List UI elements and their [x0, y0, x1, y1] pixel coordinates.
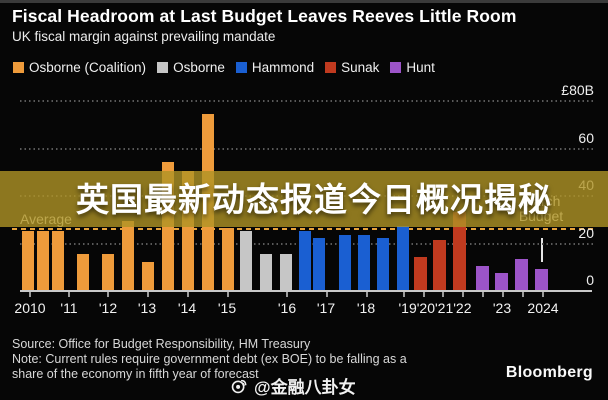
- bar: [339, 235, 351, 290]
- y-gridline: [20, 147, 596, 150]
- bar: [142, 261, 154, 290]
- x-axis-label: '16: [277, 300, 297, 316]
- chart-legend: Osborne (Coalition) Osborne Hammond Sunak Hu…: [13, 60, 435, 75]
- legend-item: Hunt: [390, 60, 435, 75]
- x-axis-label: '19'20'21'22: [398, 300, 472, 316]
- bloomberg-logo: Bloomberg: [505, 364, 593, 381]
- bar: [240, 230, 252, 290]
- bar: [453, 211, 466, 290]
- annotation-pointer-line: [541, 238, 543, 262]
- x-axis-tick: [366, 292, 368, 297]
- legend-label: Sunak: [341, 60, 380, 75]
- x-axis-tick: [68, 292, 70, 297]
- y-axis-label: 0: [586, 272, 594, 288]
- bar: [37, 230, 49, 290]
- x-axis-tick: [403, 292, 405, 297]
- watermark-banner: [0, 171, 608, 227]
- x-axis-tick: [542, 292, 544, 297]
- watermark-handle: @金融八卦女: [254, 378, 356, 397]
- watermark-badge: @金融八卦女: [230, 373, 356, 398]
- note-text-line1: Note: Current rules require government d…: [12, 352, 407, 366]
- x-axis-tick: [29, 292, 31, 297]
- y-axis-label: 60: [578, 129, 594, 146]
- bar: [433, 240, 446, 290]
- bar: [476, 266, 489, 290]
- x-axis-tick: [482, 292, 484, 297]
- x-axis-tick: [423, 292, 425, 297]
- bar: [299, 230, 311, 290]
- x-axis-label: '12: [98, 300, 118, 316]
- bar: [52, 230, 64, 290]
- watermark-overlay-text: 英国最新动态报道今日概况揭秘: [76, 181, 552, 218]
- bar: [495, 273, 508, 290]
- legend-label: Osborne (Coalition): [29, 60, 147, 75]
- bar: [22, 230, 34, 290]
- x-axis-label: '23: [492, 300, 512, 316]
- bar: [77, 254, 89, 290]
- x-axis-label: 2010: [14, 300, 46, 316]
- x-axis-tick: [442, 292, 444, 297]
- legend-label: Osborne: [173, 60, 225, 75]
- x-axis-label: 2024: [527, 300, 559, 316]
- legend-swatch-icon: [157, 62, 169, 73]
- source-text: Source: Office for Budget Responsibility…: [12, 337, 311, 351]
- x-axis-tick: [107, 292, 109, 297]
- chart-title: Fiscal Headroom at Last Budget Leaves Re…: [12, 6, 517, 26]
- bar: [313, 237, 325, 290]
- note-text-line2: share of the economy in fifth year of fo…: [12, 367, 259, 381]
- legend-swatch-icon: [390, 62, 402, 73]
- bar: [280, 254, 292, 290]
- legend-item: Osborne (Coalition): [13, 60, 146, 75]
- x-axis-label: '15: [217, 300, 237, 316]
- legend-label: Hunt: [406, 60, 435, 75]
- x-axis-label: '13: [137, 300, 157, 316]
- bar: [515, 259, 528, 290]
- legend-swatch-icon: [325, 62, 337, 73]
- bar: [377, 237, 389, 290]
- x-axis-label: '14: [177, 300, 197, 316]
- window-top-strip: [0, 0, 608, 3]
- bar: [397, 225, 409, 290]
- x-axis-tick: [522, 292, 524, 297]
- y-axis-label: 20: [578, 224, 594, 241]
- legend-item: Sunak: [325, 60, 379, 75]
- bar: [122, 221, 134, 290]
- x-axis-tick: [227, 292, 229, 297]
- legend-item: Osborne: [157, 60, 225, 75]
- legend-swatch-icon: [235, 62, 247, 73]
- average-line: [12, 228, 596, 230]
- x-axis-tick: [326, 292, 328, 297]
- x-axis-label: '17: [316, 300, 336, 316]
- x-axis-tick: [502, 292, 504, 297]
- x-axis-tick: [187, 292, 189, 297]
- x-axis-tick: [286, 292, 288, 297]
- weibo-icon: [231, 379, 247, 393]
- bar: [102, 254, 114, 290]
- x-axis-baseline: [20, 290, 592, 292]
- bar: [414, 256, 427, 290]
- bar: [358, 235, 370, 290]
- x-axis-label: '11: [60, 300, 78, 316]
- y-axis-label: £80B: [561, 82, 594, 98]
- x-axis-tick: [147, 292, 149, 297]
- x-axis-tick: [462, 292, 464, 297]
- chart-subtitle: UK fiscal margin against prevailing mand…: [12, 29, 276, 44]
- y-gridline: [20, 100, 596, 102]
- x-axis-label: '18: [356, 300, 376, 316]
- legend-label: Hammond: [251, 60, 315, 75]
- bar: [222, 228, 234, 290]
- legend-item: Hammond: [235, 60, 315, 75]
- bar: [535, 268, 548, 290]
- legend-swatch-icon: [13, 62, 24, 73]
- bar: [260, 254, 272, 290]
